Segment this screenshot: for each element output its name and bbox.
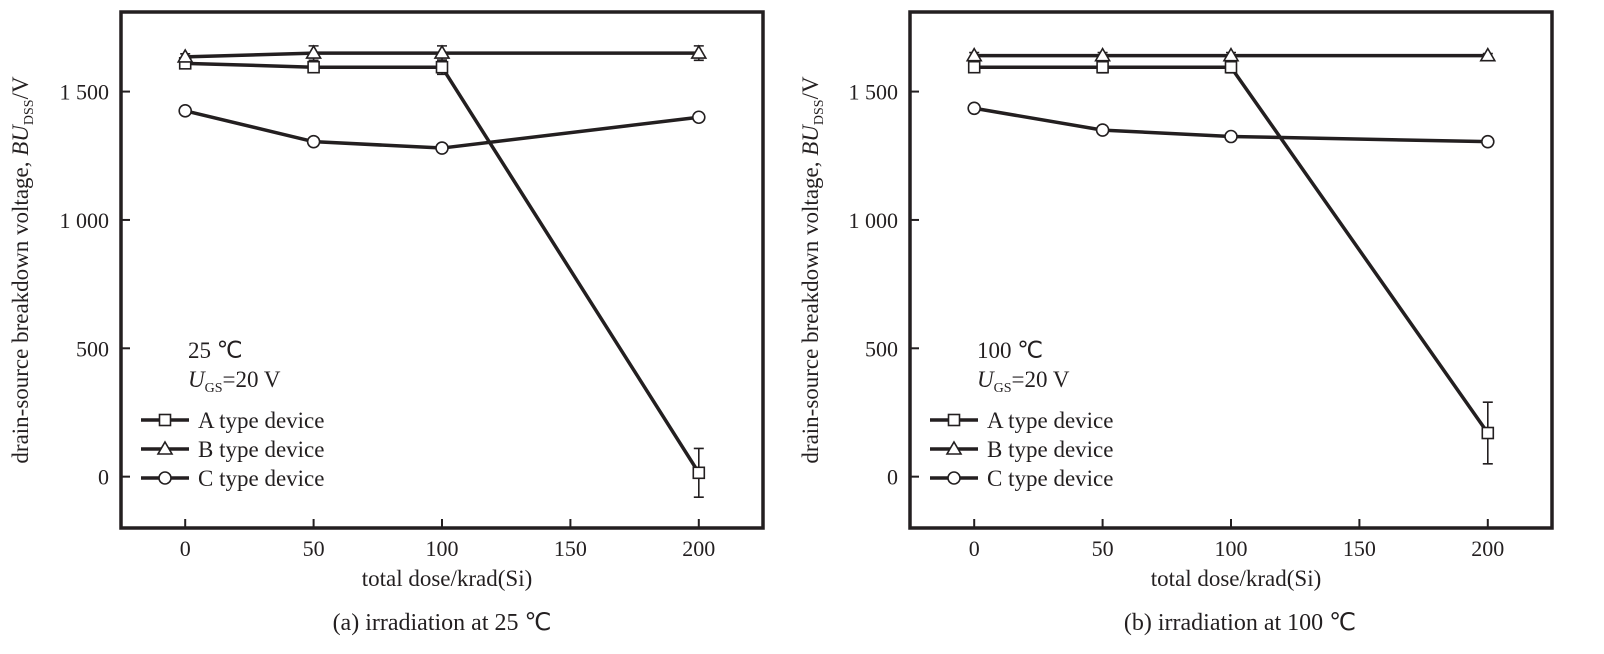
legend-label: C type device (987, 466, 1113, 491)
y-axis-label-unit: /V (8, 76, 33, 99)
x-tick-label: 100 (1215, 536, 1248, 561)
data-point (692, 466, 706, 480)
y-axis-label-text: drain-source breakdown voltage, (8, 156, 33, 464)
series-triangle (176, 44, 708, 63)
series-line (185, 51, 699, 59)
annotation-temperature: 100 ℃ (977, 338, 1043, 363)
x-tick-label: 100 (426, 536, 459, 561)
panel-caption: (b) irradiation at 100 ℃ (1124, 610, 1356, 636)
y-tick-label: 1 500 (60, 80, 110, 105)
legend-entry: C type device (930, 466, 1113, 491)
series-line (973, 106, 1488, 144)
x-tick-label: 150 (1343, 536, 1376, 561)
data-point (965, 47, 983, 62)
legend-entry: B type device (930, 437, 1113, 462)
data-point (1481, 426, 1495, 440)
y-axis-label-subscript: DSS (22, 99, 37, 125)
y-tick-label: 500 (76, 336, 109, 361)
legend-label: B type device (987, 437, 1113, 462)
legend-label: C type device (198, 466, 324, 491)
annotation-voltage-symbol: U (188, 367, 206, 392)
series-line (184, 109, 700, 150)
y-axis-label-symbol: BU (8, 124, 33, 156)
legend-marker (947, 413, 961, 427)
data-point (1222, 47, 1240, 62)
y-axis-label: drain-source breakdown voltage, BUDSS/V (8, 76, 37, 464)
data-point (1096, 60, 1109, 74)
legend-label: A type device (987, 408, 1113, 433)
annotation-voltage-value: =20 V (1012, 367, 1070, 392)
data-point (1479, 47, 1497, 62)
legend-marker (158, 413, 172, 427)
data-point (967, 101, 982, 116)
annotation-voltage-symbol: U (977, 367, 995, 392)
y-tick-label: 0 (98, 465, 109, 490)
x-tick-label: 150 (554, 536, 587, 561)
data-point (690, 44, 708, 59)
data-point (305, 44, 322, 59)
y-tick-label: 1 000 (849, 208, 899, 233)
y-axis-label: drain-source breakdown voltage, BUDSS/V (798, 76, 827, 464)
y-tick-label: 1 500 (849, 80, 899, 105)
data-point (1224, 129, 1238, 144)
annotation-gate-voltage: UGS=20 V (977, 367, 1070, 396)
legend-marker (156, 440, 174, 455)
x-tick-label: 50 (1092, 536, 1114, 561)
y-axis-label-text: drain-source breakdown voltage, (798, 156, 823, 464)
legend-entry: A type device (141, 408, 324, 433)
chart-panel-a: 0 50 100 150 200 0 500 1 000 1 500 total dose/kra… (8, 10, 765, 636)
series-triangle (965, 47, 1497, 62)
series-circle (178, 104, 706, 155)
annotation-temperature: 25 ℃ (188, 338, 243, 363)
data-point (1094, 47, 1111, 62)
x-tick-label: 0 (180, 536, 191, 561)
x-tick-label: 200 (682, 536, 715, 561)
data-point (967, 60, 981, 74)
y-tick-label: 500 (865, 336, 898, 361)
data-point (435, 60, 449, 74)
data-point (1481, 134, 1495, 149)
series-line (974, 65, 1490, 435)
data-point (178, 104, 192, 118)
y-axis-label-unit: /V (798, 76, 823, 99)
annotation-voltage-value: =20 V (223, 367, 281, 392)
legend-marker (947, 471, 961, 485)
annotation-gate-voltage: UGS=20 V (188, 367, 281, 396)
legend-entry: B type device (141, 437, 324, 462)
annotation-voltage-subscript: GS (205, 381, 223, 396)
panel-caption: (a) irradiation at 25 ℃ (333, 610, 552, 636)
x-tick-label: 0 (969, 536, 980, 561)
data-point (307, 60, 320, 74)
y-tick-label: 0 (887, 465, 898, 490)
y-tick-label: 1 000 (60, 208, 110, 233)
data-point (306, 134, 321, 149)
series-square (967, 60, 1495, 465)
x-axis-label: total dose/krad(Si) (1151, 566, 1322, 591)
series-circle (967, 101, 1495, 149)
legend-marker (158, 471, 172, 485)
data-point (691, 110, 706, 125)
legend-label: B type device (198, 437, 324, 462)
series-line (185, 61, 701, 474)
x-axis-label: total dose/krad(Si) (362, 566, 533, 591)
y-axis-label-subscript: DSS (812, 99, 827, 125)
legend-label: A type device (198, 408, 324, 433)
legend-marker (945, 440, 963, 455)
legend-entry: A type device (930, 408, 1113, 433)
legend-entry: C type device (141, 466, 324, 491)
annotation-voltage-subscript: GS (994, 381, 1012, 396)
y-axis-label-symbol: BU (798, 124, 823, 156)
data-point (1224, 60, 1238, 74)
chart-panel-b: 0 50 100 150 200 0 500 1 000 1 500 total dose/kra… (798, 10, 1554, 636)
x-tick-label: 200 (1471, 536, 1504, 561)
x-tick-label: 50 (303, 536, 325, 561)
data-point (433, 44, 451, 59)
data-point (176, 48, 194, 63)
data-point (1095, 123, 1110, 137)
data-point (435, 141, 449, 155)
